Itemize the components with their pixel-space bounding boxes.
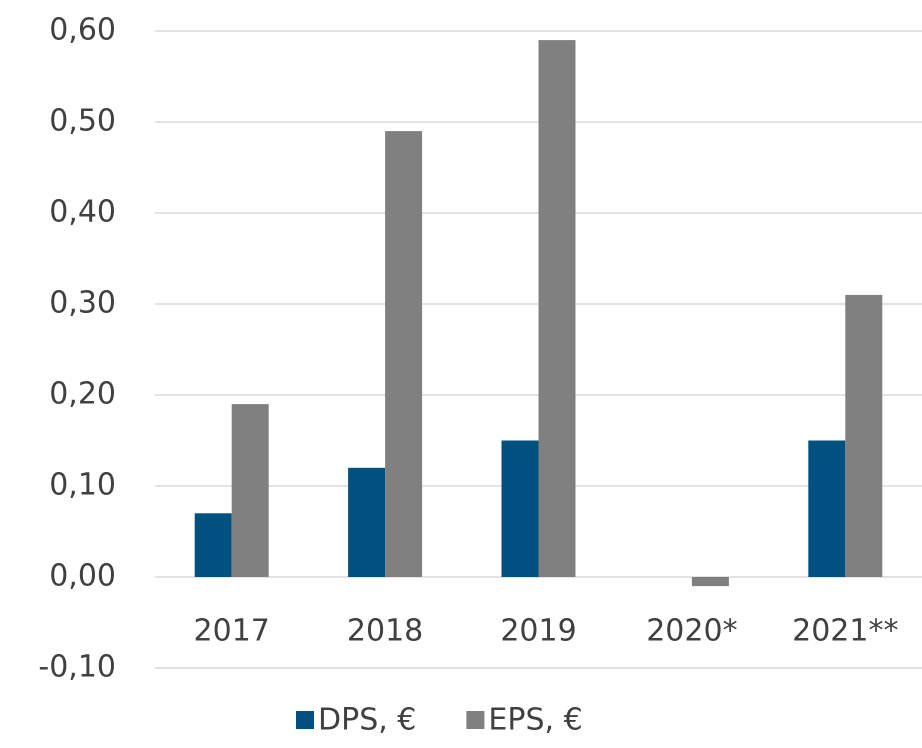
x-tick-label: 2018 [347, 614, 423, 649]
x-tick-label: 2020* [646, 614, 737, 649]
bar [501, 440, 539, 577]
y-tick-label: -0,10 [38, 650, 116, 685]
y-tick-label: 0,60 [49, 13, 116, 48]
y-tick-label: 0,20 [49, 377, 116, 412]
x-tick-label: 2021** [792, 614, 898, 649]
y-tick-label: 0,10 [49, 468, 116, 503]
y-tick-label: 0,50 [49, 104, 116, 139]
legend-swatch [466, 711, 485, 729]
bar [231, 404, 269, 577]
y-tick-label: 0,30 [49, 286, 116, 321]
y-tick-label: 0,00 [49, 559, 116, 594]
bar [845, 294, 883, 577]
bar [808, 440, 846, 577]
legend-swatch [296, 711, 314, 729]
x-tick-label: 2017 [194, 614, 270, 649]
y-tick-label: 0,40 [49, 195, 116, 230]
bar [194, 513, 232, 577]
legend-label: EPS, € [488, 703, 582, 738]
bar [385, 131, 423, 577]
legend-label: DPS, € [318, 703, 416, 738]
x-tick-label: 2019 [500, 614, 576, 649]
bar [691, 577, 729, 587]
bar [538, 40, 576, 578]
bar [348, 467, 386, 577]
